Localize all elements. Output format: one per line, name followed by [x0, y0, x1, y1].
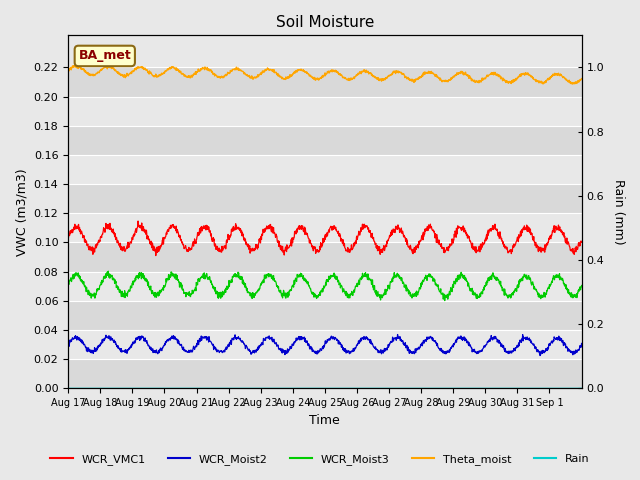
WCR_Moist3 — [312, 292, 319, 298]
Theta_moist — [446, 77, 454, 83]
WCR_VMC1 — [446, 243, 454, 249]
Theta_moist — [572, 81, 579, 86]
WCR_Moist2 — [64, 341, 72, 347]
Text: BA_met: BA_met — [79, 49, 131, 62]
Bar — [68, 242, 582, 272]
WCR_Moist2 — [572, 350, 579, 356]
Theta_moist — [71, 62, 79, 68]
Rain — [64, 385, 72, 391]
WCR_Moist3 — [104, 268, 112, 274]
Line: WCR_Moist2: WCR_Moist2 — [68, 335, 582, 356]
WCR_Moist2 — [521, 336, 529, 341]
WCR_Moist2 — [578, 340, 586, 346]
WCR_VMC1 — [134, 218, 142, 224]
X-axis label: Time: Time — [310, 414, 340, 427]
WCR_VMC1 — [522, 227, 529, 232]
Bar — [68, 67, 582, 96]
WCR_Moist3 — [522, 272, 529, 278]
Y-axis label: Rain (mm): Rain (mm) — [612, 179, 625, 245]
WCR_Moist3 — [302, 278, 310, 284]
WCR_Moist2 — [311, 350, 319, 356]
WCR_Moist2 — [301, 337, 309, 343]
WCR_VMC1 — [64, 234, 72, 240]
WCR_Moist2 — [446, 348, 454, 354]
Rain — [521, 385, 529, 391]
Rain — [301, 385, 309, 391]
Theta_moist — [302, 69, 310, 75]
WCR_Moist3 — [446, 288, 454, 294]
WCR_VMC1 — [152, 252, 159, 258]
WCR_VMC1 — [302, 230, 310, 236]
WCR_Moist3 — [578, 283, 586, 288]
Legend: WCR_VMC1, WCR_Moist2, WCR_Moist3, Theta_moist, Rain: WCR_VMC1, WCR_Moist2, WCR_Moist3, Theta_… — [46, 450, 594, 469]
WCR_VMC1 — [145, 237, 152, 242]
Line: WCR_VMC1: WCR_VMC1 — [68, 221, 582, 255]
Bar — [68, 184, 582, 213]
WCR_VMC1 — [572, 246, 579, 252]
Bar — [68, 126, 582, 155]
WCR_VMC1 — [578, 240, 586, 245]
WCR_Moist2 — [394, 332, 401, 337]
WCR_Moist2 — [536, 353, 544, 359]
Bar — [68, 359, 582, 388]
WCR_Moist3 — [572, 294, 579, 300]
Theta_moist — [64, 67, 72, 73]
Theta_moist — [540, 81, 547, 87]
Bar — [68, 301, 582, 330]
Rain — [445, 385, 453, 391]
Rain — [571, 385, 579, 391]
WCR_Moist3 — [145, 285, 152, 290]
WCR_VMC1 — [312, 251, 319, 256]
Theta_moist — [521, 71, 529, 76]
Line: WCR_Moist3: WCR_Moist3 — [68, 271, 582, 300]
WCR_Moist3 — [441, 298, 449, 303]
Rain — [311, 385, 319, 391]
WCR_Moist3 — [64, 282, 72, 288]
Theta_moist — [312, 77, 319, 83]
Rain — [578, 385, 586, 391]
Theta_moist — [578, 76, 586, 82]
Theta_moist — [145, 69, 152, 74]
Title: Soil Moisture: Soil Moisture — [276, 15, 374, 30]
Rain — [145, 385, 152, 391]
Line: Theta_moist: Theta_moist — [68, 65, 582, 84]
Y-axis label: VWC (m3/m3): VWC (m3/m3) — [15, 168, 28, 256]
WCR_Moist2 — [145, 343, 152, 348]
